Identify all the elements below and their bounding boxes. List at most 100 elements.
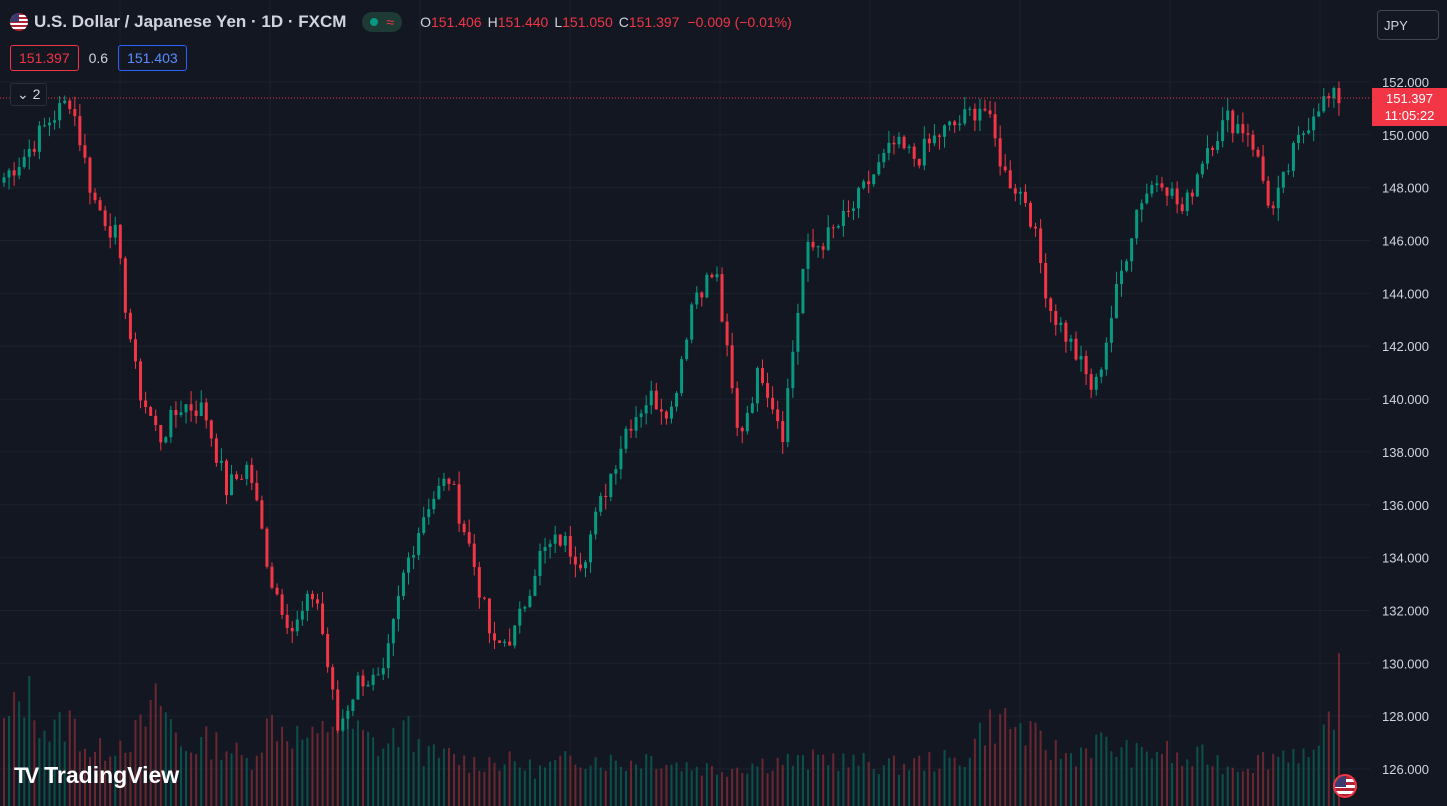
candle-body: [331, 667, 335, 690]
candle-body: [336, 689, 340, 731]
candle-body: [1236, 124, 1240, 134]
volume-bar: [58, 712, 61, 806]
candle-body: [659, 409, 663, 412]
candle-body: [27, 148, 31, 157]
candle-body: [265, 528, 269, 567]
volume-bar: [918, 755, 921, 806]
price-axis[interactable]: 126.000 128.000 130.000 132.000 134.000 136.0…: [1382, 75, 1429, 777]
candle-body: [604, 495, 608, 497]
volume-bar: [943, 749, 946, 806]
volume-bar: [174, 732, 177, 806]
volume-bar: [903, 763, 906, 806]
volume-bar: [245, 758, 248, 806]
currency-button[interactable]: JPY: [1377, 10, 1439, 40]
candle-body: [857, 187, 861, 209]
volume-bar: [513, 761, 516, 806]
candle-body: [386, 643, 390, 669]
candle-body: [917, 158, 921, 166]
candle-body: [432, 498, 436, 510]
candle-body: [937, 135, 941, 137]
candle-body: [42, 125, 46, 127]
candle-body: [988, 110, 992, 115]
volume-bar: [700, 775, 703, 806]
volume-bar: [281, 726, 284, 806]
volume-bar: [43, 730, 46, 806]
volume-bar: [938, 768, 941, 806]
volume-bar: [690, 770, 693, 806]
volume-bar: [1115, 756, 1118, 806]
volume-bar: [801, 755, 804, 806]
volume-bar: [1075, 766, 1077, 806]
candle-body: [1155, 183, 1159, 186]
sell-button[interactable]: 151.397: [10, 45, 79, 71]
candle-body: [270, 566, 274, 588]
high-key: H: [487, 14, 498, 30]
volume-bar: [397, 747, 400, 806]
volume-bar: [296, 725, 299, 806]
volume-bar: [154, 683, 157, 806]
candle-body: [123, 258, 127, 313]
volume-bar: [1206, 764, 1209, 806]
volume-bar: [1019, 723, 1022, 806]
candle-body: [912, 146, 916, 159]
volume-bar: [458, 764, 461, 806]
candle-body: [518, 608, 522, 626]
volume-bar: [1009, 728, 1012, 806]
candle-body: [68, 100, 72, 110]
candle-body: [654, 390, 658, 410]
volume-bar: [533, 778, 536, 806]
candle-body: [240, 478, 244, 480]
volume-bar: [736, 767, 739, 806]
market-status[interactable]: ≈: [362, 12, 403, 32]
candle-body: [310, 593, 314, 600]
volume-bar: [604, 770, 607, 806]
volume-bar: [781, 764, 784, 806]
candle-body: [1044, 263, 1048, 299]
candle-body: [1064, 322, 1068, 342]
candle-body: [174, 409, 178, 416]
volume-bar: [1080, 747, 1083, 806]
candle-body: [867, 181, 871, 185]
volume-bar: [185, 750, 188, 806]
volume-bar: [569, 755, 572, 806]
buy-button[interactable]: 151.403: [118, 45, 187, 71]
volume-bar: [276, 741, 279, 806]
candle-body: [17, 166, 21, 176]
volume-bar: [751, 763, 754, 806]
volume-bar: [989, 709, 992, 806]
candle-body: [841, 210, 845, 227]
volume-bar: [28, 675, 31, 806]
volume-bar: [362, 729, 365, 806]
volume-bar: [1150, 758, 1153, 806]
volume-bar: [1317, 745, 1320, 806]
high-value: 151.440: [497, 14, 549, 30]
candle-body: [356, 675, 360, 700]
volume-bar: [392, 727, 395, 806]
candle-body: [275, 587, 279, 595]
candle-body: [695, 292, 699, 305]
volume-bar: [999, 714, 1002, 806]
candle-body: [573, 556, 577, 565]
volume-bar: [832, 753, 835, 806]
volume-bar: [346, 706, 349, 806]
tradingview-logo[interactable]: TV TradingView: [14, 762, 179, 789]
candle-body: [750, 403, 754, 413]
volume-bar: [786, 753, 789, 806]
us-flag-corner-icon[interactable]: [1333, 774, 1357, 798]
volume-bar: [660, 768, 663, 806]
volume-bar: [1166, 740, 1169, 806]
volume-bar: [210, 759, 213, 806]
volume-bar: [908, 770, 911, 806]
volume-bar: [1014, 726, 1017, 806]
trade-buttons: 151.397 0.6 151.403: [10, 45, 187, 71]
volume-bar: [796, 755, 799, 806]
volume-bar: [877, 774, 880, 806]
indicators-toggle[interactable]: ⌄ 2: [10, 83, 48, 106]
volume-bar: [18, 701, 21, 806]
symbol-title[interactable]: U.S. Dollar / Japanese Yen · 1D · FXCM: [34, 12, 347, 31]
candle-body: [503, 641, 507, 643]
volume-bar: [447, 747, 450, 806]
volume-bar: [1337, 653, 1340, 806]
candle-body: [1089, 374, 1093, 390]
